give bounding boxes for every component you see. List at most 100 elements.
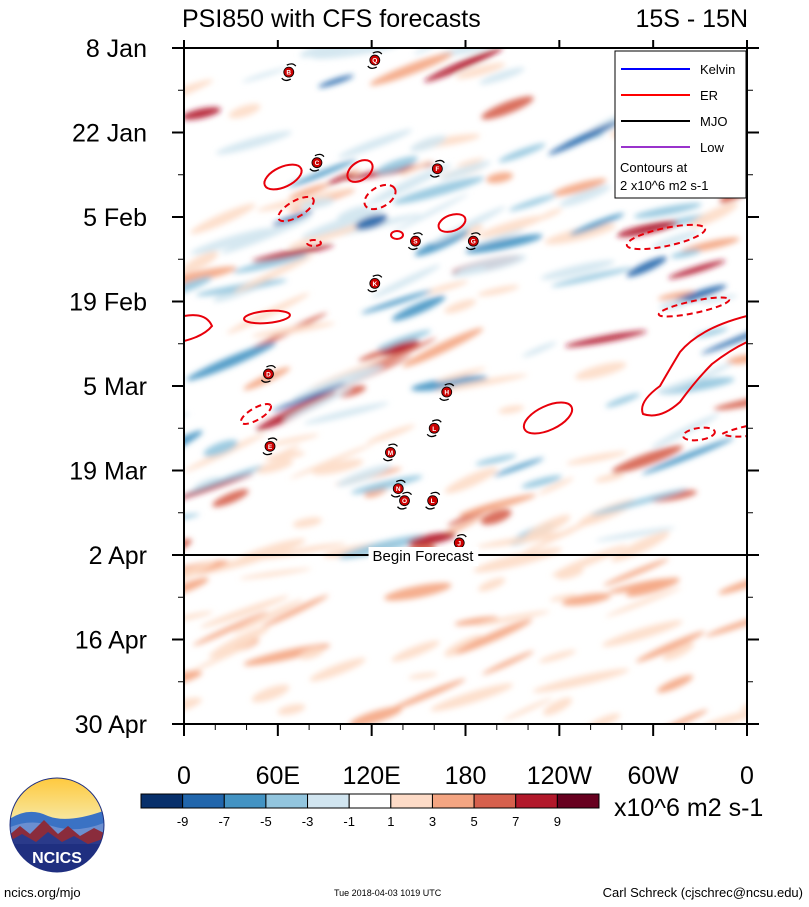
anomaly-patch [559, 185, 611, 207]
anomaly-patch [431, 206, 506, 244]
anomaly-patch [190, 203, 256, 234]
storm-swirl [471, 232, 481, 236]
anomaly-patch [537, 208, 563, 221]
anomaly-patch [533, 668, 630, 693]
storm-swirl [431, 419, 442, 423]
anomaly-patch [408, 672, 438, 679]
colorbar-swatch [265, 793, 309, 809]
storm-dot [263, 368, 274, 380]
anomaly-patch [301, 207, 385, 239]
anomaly-patch [681, 237, 740, 253]
anomaly-patch [626, 256, 667, 277]
anomaly-patch [267, 434, 319, 447]
chart-title: PSI850 with CFS forecasts [182, 5, 481, 33]
anomaly-patch [480, 509, 512, 525]
er-contour-dashed [277, 195, 315, 223]
anomaly-patch [718, 576, 747, 595]
anomaly-patch [192, 611, 268, 646]
anomaly-patch [184, 266, 188, 283]
anomaly-patch [651, 413, 720, 449]
anomaly-patch [641, 437, 734, 475]
anomaly-patch [607, 578, 669, 594]
anomaly-patch [551, 178, 607, 197]
anomaly-patch [569, 213, 625, 236]
anomaly-patch [477, 215, 544, 238]
anomaly-patch [473, 547, 563, 573]
anomaly-patch [544, 223, 616, 245]
anomaly-patch [272, 382, 346, 412]
forecast-label: Begin Forecast [373, 548, 475, 565]
anomaly-patch [351, 475, 423, 494]
anomaly-patch [292, 517, 323, 528]
storm-swirl [367, 65, 378, 69]
storm-marker: Q [367, 51, 383, 69]
anomaly-patch [590, 488, 688, 516]
colorbar-tick-label: 1 [387, 814, 394, 829]
anomaly-patch [424, 48, 503, 82]
storm-marker: L [425, 491, 441, 510]
anomaly-patch [564, 330, 647, 348]
storm-letter: B [286, 70, 291, 77]
anomaly-patch [455, 619, 533, 654]
colorbar-swatch [390, 793, 433, 809]
storm-dot [428, 422, 440, 434]
y-tick-label: 5 Mar [83, 373, 147, 401]
colorbar-tick-label: -5 [260, 814, 272, 829]
anomaly-patch [410, 135, 447, 152]
anomaly-patch [299, 197, 335, 210]
anomaly-patch [561, 593, 612, 606]
anomaly-patch [601, 620, 683, 647]
anomaly-patch [233, 255, 314, 294]
anomaly-patch [603, 558, 669, 586]
anomaly-patch [688, 202, 739, 228]
anomaly-patch [337, 205, 371, 221]
anomaly-patch [657, 675, 694, 693]
anomaly-patch [337, 464, 392, 487]
storm-swirl [429, 174, 440, 178]
storm-dot [431, 163, 443, 175]
anomaly-patch [465, 234, 543, 254]
footer-timestamp: Tue 2018-04-03 1019 UTC [334, 888, 442, 898]
anomaly-patch [503, 697, 553, 721]
anomaly-patch [226, 292, 310, 334]
colorbar-tick-label: 3 [429, 814, 436, 829]
anomaly-patch [713, 392, 747, 411]
storm-letter: M [388, 450, 393, 457]
anomaly-patch [184, 107, 221, 120]
storm-swirl [388, 443, 398, 447]
anomaly-patch [575, 362, 627, 380]
anomaly-patch [456, 158, 485, 167]
anomaly-patch [659, 300, 687, 310]
anomaly-patch [524, 514, 571, 540]
anomaly-patch [439, 161, 491, 181]
anomaly-patch [522, 341, 557, 358]
anomaly-patch [367, 163, 452, 205]
er-contour-dashed [719, 425, 747, 438]
er-contour-dashed [625, 223, 707, 251]
anomaly-patch [391, 640, 440, 662]
storm-letter: K [372, 281, 377, 288]
storm-swirl [413, 232, 423, 236]
colorbar-tick-label: -9 [177, 814, 189, 829]
storm-marker: M [382, 443, 398, 462]
anomaly-patch [355, 214, 388, 230]
ncics-logo: NCICS [9, 777, 105, 873]
anomaly-patch [390, 193, 469, 234]
anomaly-patch [369, 52, 454, 86]
storm-dot [385, 446, 396, 458]
colorbar-swatch [556, 793, 600, 809]
anomaly-patch [255, 459, 294, 474]
y-tick-label: 19 Feb [69, 289, 147, 317]
er-contour [437, 213, 467, 233]
storm-swirl [382, 457, 393, 462]
storm-swirl [262, 451, 273, 456]
anomaly-patch [251, 684, 290, 703]
storm-marker: C [309, 153, 325, 172]
storm-dot [369, 54, 381, 66]
anomaly-patch [393, 176, 485, 205]
anomaly-patch [228, 103, 261, 119]
storm-swirl [367, 288, 378, 293]
anomaly-patch [444, 299, 477, 314]
colorbar-swatch [182, 793, 225, 809]
anomaly-patch [477, 285, 520, 297]
